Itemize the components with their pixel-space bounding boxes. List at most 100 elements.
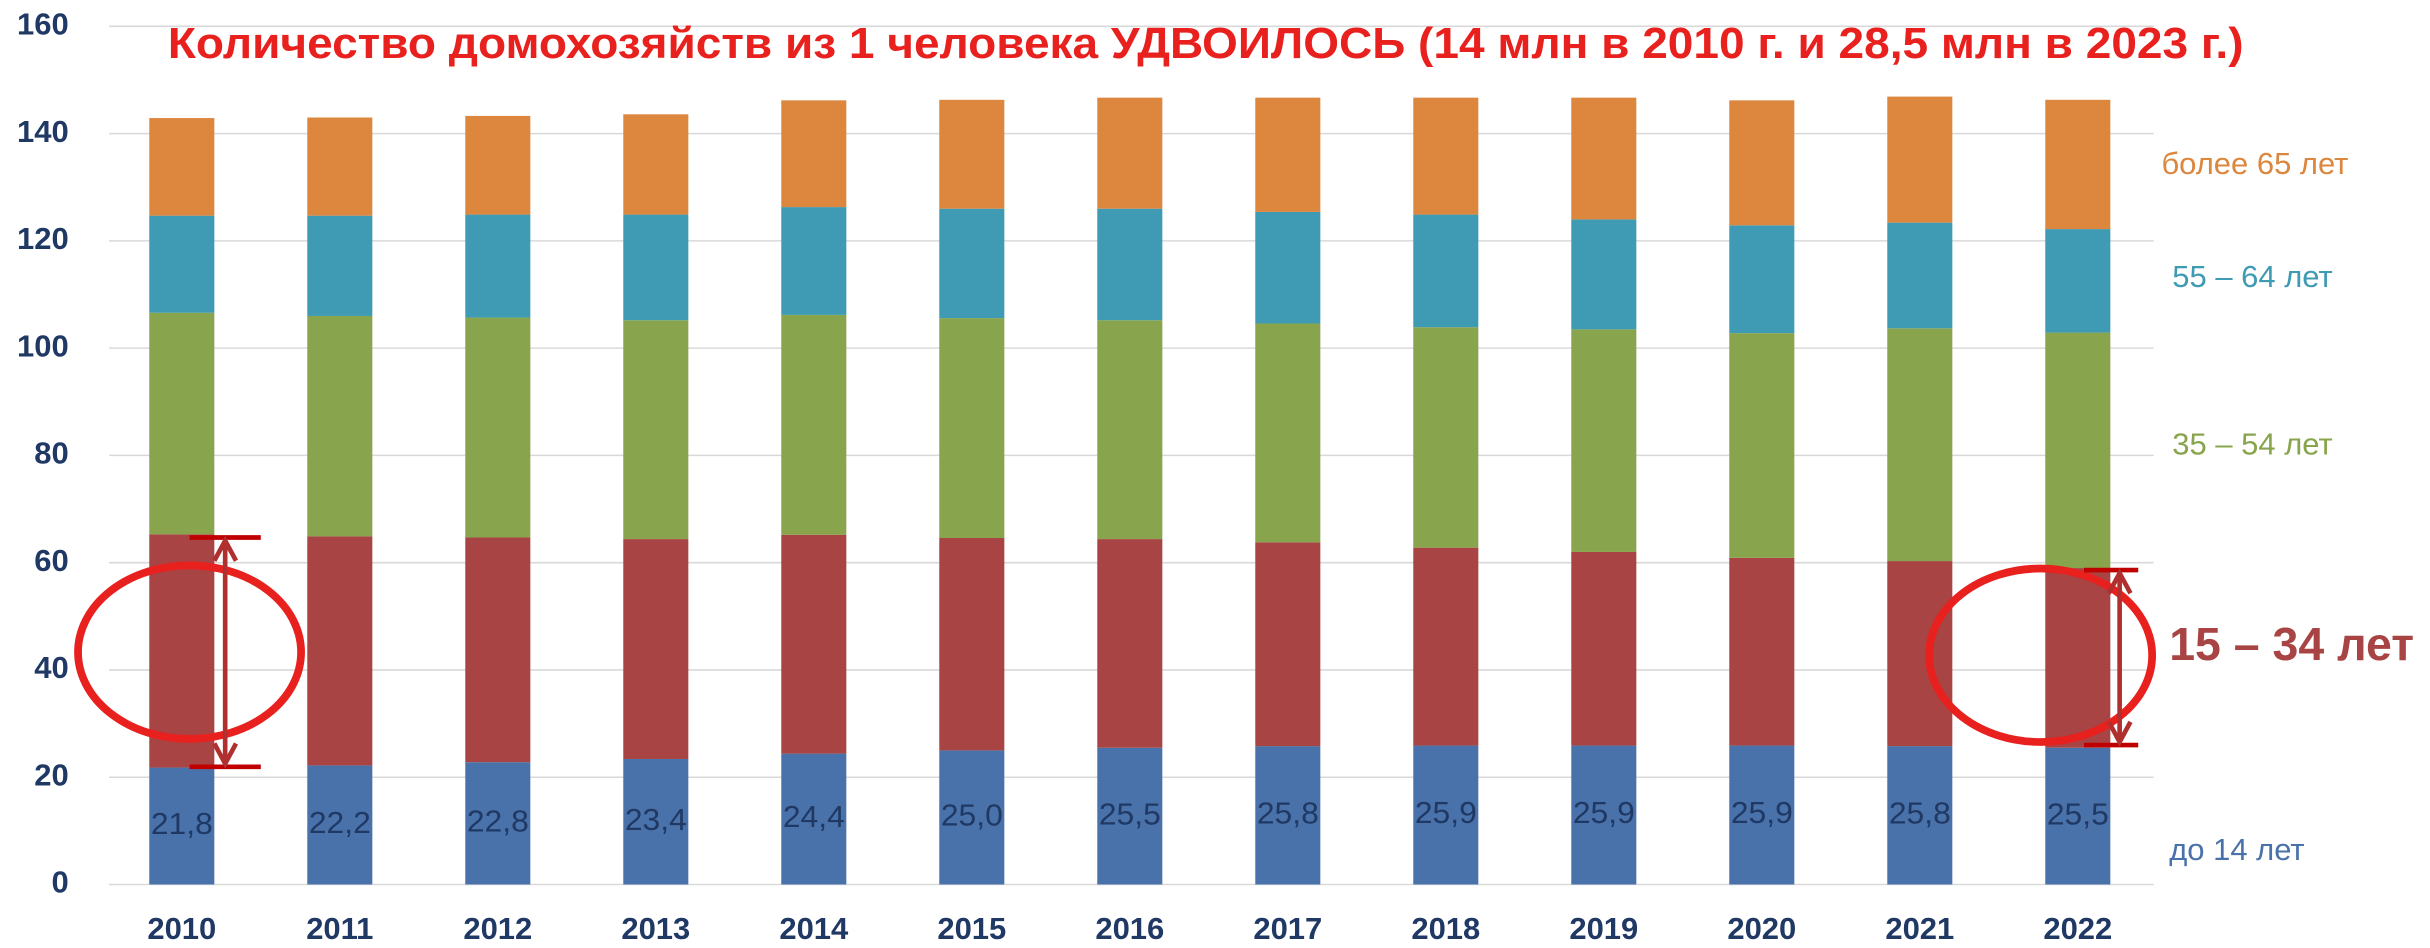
annotations: [74, 535, 2157, 770]
highlight-ellipse: [1925, 564, 2157, 746]
bar-segment: [2045, 99, 2111, 230]
data-label: 22,8: [467, 804, 529, 839]
bar-segment: [1729, 557, 1795, 746]
x-tick-label: 2018: [1411, 911, 1480, 946]
bar-segment: [623, 214, 689, 321]
bar-segment: [149, 215, 215, 313]
bars: [149, 96, 2111, 885]
x-tick-label: 2013: [621, 911, 690, 946]
bar-segment: [1887, 222, 1953, 329]
bar-segment: [781, 314, 847, 535]
bar-segment: [939, 208, 1005, 319]
bar-segment: [939, 318, 1005, 539]
bar-segment: [465, 762, 531, 885]
y-tick-label: 80: [34, 436, 68, 471]
bar-segment: [1887, 561, 1953, 747]
bar-segment: [1887, 328, 1953, 562]
bar-segment: [1255, 211, 1321, 324]
y-tick-label: 140: [17, 114, 69, 149]
x-tick-label: 2016: [1095, 911, 1164, 946]
legend-label: более 65 лет: [2161, 146, 2348, 181]
bar-segment: [1097, 539, 1163, 748]
bar-segment: [1097, 320, 1163, 540]
data-label: 25,9: [1731, 795, 1793, 830]
bar-segment: [149, 312, 215, 535]
x-tick-label: 2021: [1885, 911, 1954, 946]
bar-segment: [1097, 97, 1163, 209]
bar-segment: [1413, 97, 1479, 215]
bar-segment: [307, 765, 373, 885]
bar-segment: [1729, 333, 1795, 558]
bar-segment: [781, 534, 847, 754]
bar-segment: [1413, 214, 1479, 328]
bar-segment: [939, 750, 1005, 885]
labels: 0 20 40 60 80 100 120 140 160 2010 21,8 2011 22,2 201…: [17, 7, 2414, 947]
bar-segment: [1729, 745, 1795, 885]
bar-segment: [781, 207, 847, 315]
bar-segment: [1571, 97, 1637, 220]
bar-segment: [465, 115, 531, 215]
bar-segment: [1887, 96, 1953, 223]
bar-segment: [1255, 746, 1321, 885]
legend-label: 15 – 34 лет: [2169, 618, 2414, 670]
legend-label: до 14 лет: [2169, 832, 2304, 867]
data-label: 25,5: [1099, 796, 1161, 831]
x-tick-label: 2019: [1569, 911, 1638, 946]
bar-segment: [1255, 97, 1321, 212]
y-tick-label: 100: [17, 328, 69, 363]
bar-segment: [2045, 332, 2111, 569]
bar-segment: [307, 536, 373, 766]
bar-segment: [1571, 219, 1637, 330]
data-label: 21,8: [151, 806, 213, 841]
bar-segment: [307, 117, 373, 216]
x-tick-label: 2015: [937, 911, 1006, 946]
data-label: 25,8: [1889, 795, 1951, 830]
y-tick-label: 20: [34, 757, 68, 792]
legend-label: 55 – 64 лет: [2172, 259, 2332, 294]
data-label: 24,4: [783, 799, 845, 834]
bar-segment: [2045, 568, 2111, 748]
legend-label: 35 – 54 лет: [2172, 426, 2332, 461]
chart-title: Количество домохозяйств из 1 человека УД…: [168, 20, 2244, 68]
bar-segment: [465, 317, 531, 538]
bar-segment: [1413, 547, 1479, 746]
bar-segment: [1571, 745, 1637, 885]
bar-segment: [2045, 747, 2111, 885]
bar-segment: [623, 539, 689, 759]
range-arrow: [189, 535, 261, 770]
data-label: 23,4: [625, 802, 687, 837]
bar-segment: [781, 100, 847, 208]
data-label: 25,9: [1573, 795, 1635, 830]
y-tick-label: 60: [34, 543, 68, 578]
bar-segment: [465, 214, 531, 318]
bar-segment: [465, 537, 531, 763]
bar-segment: [149, 767, 215, 885]
bar-segment: [2045, 229, 2111, 333]
bar-segment: [781, 753, 847, 885]
x-tick-label: 2020: [1727, 911, 1796, 946]
x-tick-label: 2012: [463, 911, 532, 946]
bar-segment: [1413, 327, 1479, 548]
x-tick-label: 2022: [2043, 911, 2112, 946]
bar-segment: [1571, 551, 1637, 746]
bar-segment: [623, 758, 689, 885]
y-tick-label: 120: [17, 221, 69, 256]
x-tick-label: 2010: [147, 911, 216, 946]
x-tick-label: 2014: [779, 911, 849, 946]
bar-segment: [1729, 225, 1795, 334]
bar-segment: [1413, 745, 1479, 885]
bar-segment: [307, 215, 373, 316]
bar-segment: [1097, 208, 1163, 321]
x-tick-label: 2011: [306, 911, 373, 946]
bar-segment: [1571, 329, 1637, 552]
bar-segment: [1255, 323, 1321, 543]
y-tick-label: 0: [51, 865, 68, 900]
highlight-ellipse: [74, 561, 305, 743]
bar-segment: [1729, 100, 1795, 226]
bar-segment: [623, 114, 689, 215]
bar-segment: [939, 538, 1005, 751]
bar-segment: [1887, 746, 1953, 885]
bar-segment: [1097, 747, 1163, 885]
x-tick-label: 2017: [1253, 911, 1322, 946]
